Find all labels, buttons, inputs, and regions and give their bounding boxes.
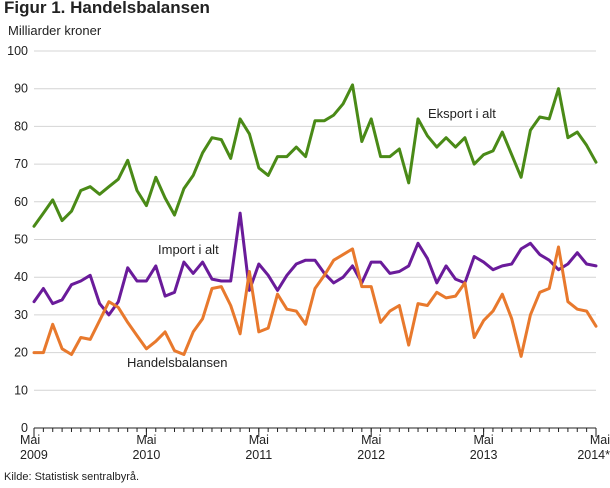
x-tick-label-month: Mai xyxy=(590,433,610,447)
series-label: Handelsbalansen xyxy=(127,355,227,370)
x-tick-label-year: 2013 xyxy=(470,448,498,462)
y-tick-label: 100 xyxy=(7,44,28,58)
y-tick-label: 90 xyxy=(14,82,28,96)
x-tick-label-month: Mai xyxy=(249,433,269,447)
line-chart: 0102030405060708090100Mai2009Mai2010Mai2… xyxy=(7,44,610,462)
x-tick-label-year: 2009 xyxy=(20,448,48,462)
x-tick-label-month: Mai xyxy=(20,433,40,447)
series-lines xyxy=(32,83,598,358)
x-tick-label-month: Mai xyxy=(361,433,381,447)
y-tick-label: 30 xyxy=(14,308,28,322)
gridlines xyxy=(34,50,596,391)
x-tick-label-year: 2014* xyxy=(577,448,610,462)
y-tick-label: 0 xyxy=(21,421,28,435)
series-line-eksport-i-alt xyxy=(32,83,598,228)
y-tick-label: 50 xyxy=(14,233,28,247)
x-tick-label-year: 2010 xyxy=(132,448,160,462)
series-line-handelsbalansen xyxy=(32,245,598,358)
series-label: Eksport i alt xyxy=(428,106,496,121)
y-tick-label: 20 xyxy=(14,346,28,360)
source-note: Kilde: Statistisk sentralbyrå. xyxy=(4,471,140,483)
x-tick-label-month: Mai xyxy=(474,433,494,447)
x-tick-label-year: 2011 xyxy=(245,448,272,462)
axes: 0102030405060708090100Mai2009Mai2010Mai2… xyxy=(7,44,610,462)
series-line-import-i-alt xyxy=(32,211,598,317)
y-tick-label: 60 xyxy=(14,195,28,209)
x-tick-label-month: Mai xyxy=(136,433,156,447)
y-tick-label: 10 xyxy=(14,383,28,397)
y-tick-label: 80 xyxy=(14,119,28,133)
chart-title: Figur 1. Handelsbalansen xyxy=(4,0,210,17)
y-tick-label: 40 xyxy=(14,270,28,284)
series-label: Import i alt xyxy=(158,242,219,257)
series-labels: Eksport i alt Import i alt Handelsbalansen xyxy=(127,106,496,370)
y-axis-unit-label: Milliarder kroner xyxy=(8,23,102,38)
y-tick-label: 70 xyxy=(14,157,28,171)
x-tick-label-year: 2012 xyxy=(357,448,385,462)
